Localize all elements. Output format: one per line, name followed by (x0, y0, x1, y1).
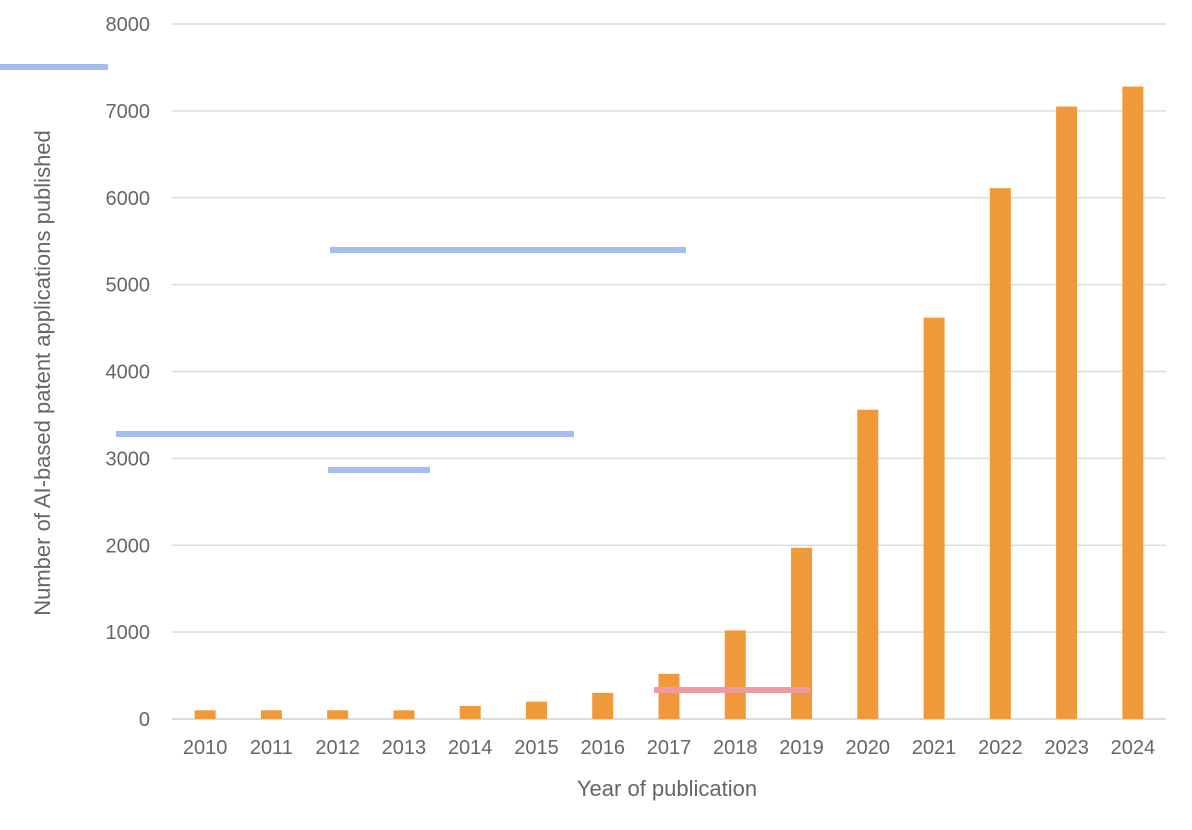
x-tick-label: 2011 (250, 737, 293, 759)
x-axis-ticks: 2010 2011 2012 2013 2014 2015 2016 2017 2018 2019… (183, 737, 1155, 759)
y-tick-label: 8000 (106, 14, 151, 36)
x-tick-label: 2022 (978, 737, 1023, 759)
bar-2013 (393, 710, 415, 719)
y-axis-title: Number of AI-based patent applications p… (30, 130, 55, 616)
gridlines (172, 23, 1166, 720)
y-tick-label: 1000 (106, 622, 151, 644)
x-tick-label: 2018 (713, 737, 758, 759)
x-axis-title: Year of publication (577, 776, 757, 801)
bar-2019 (791, 547, 813, 719)
x-tick-label: 2017 (647, 737, 692, 759)
bars (194, 86, 1144, 720)
x-tick-label: 2014 (448, 737, 493, 759)
y-tick-label: 0 (139, 709, 150, 731)
x-tick-label: 2019 (779, 737, 824, 759)
bar-2010 (194, 710, 216, 719)
x-tick-label: 2023 (1044, 737, 1089, 759)
x-tick-label: 2010 (183, 737, 228, 759)
y-tick-label: 5000 (106, 275, 151, 297)
bar-2023 (1056, 106, 1078, 719)
bar-2015 (525, 701, 547, 719)
y-tick-label: 2000 (106, 535, 151, 557)
bar-2021 (923, 317, 945, 719)
bar-2012 (327, 710, 349, 719)
y-tick-label: 4000 (106, 362, 151, 384)
bar-2018 (724, 630, 746, 719)
y-tick-label: 6000 (106, 188, 151, 210)
bar-2020 (857, 409, 879, 719)
x-tick-label: 2024 (1111, 737, 1156, 759)
bar-2016 (592, 692, 614, 719)
y-axis-ticks: 0 1000 2000 3000 4000 5000 6000 7000 8000 (106, 14, 151, 731)
x-tick-label: 2016 (580, 737, 625, 759)
y-tick-label: 7000 (106, 101, 151, 123)
x-tick-label: 2013 (382, 737, 427, 759)
highlight-overlays (0, 64, 810, 693)
bar-2022 (989, 188, 1011, 720)
x-tick-label: 2015 (514, 737, 559, 759)
x-tick-label: 2020 (846, 737, 891, 759)
x-tick-label: 2021 (912, 737, 957, 759)
x-tick-label: 2012 (315, 737, 360, 759)
y-tick-label: 3000 (106, 448, 151, 470)
bar-2014 (459, 705, 481, 719)
bar-2024 (1122, 86, 1144, 720)
bar-2017 (658, 673, 680, 719)
bar-2011 (260, 710, 282, 719)
